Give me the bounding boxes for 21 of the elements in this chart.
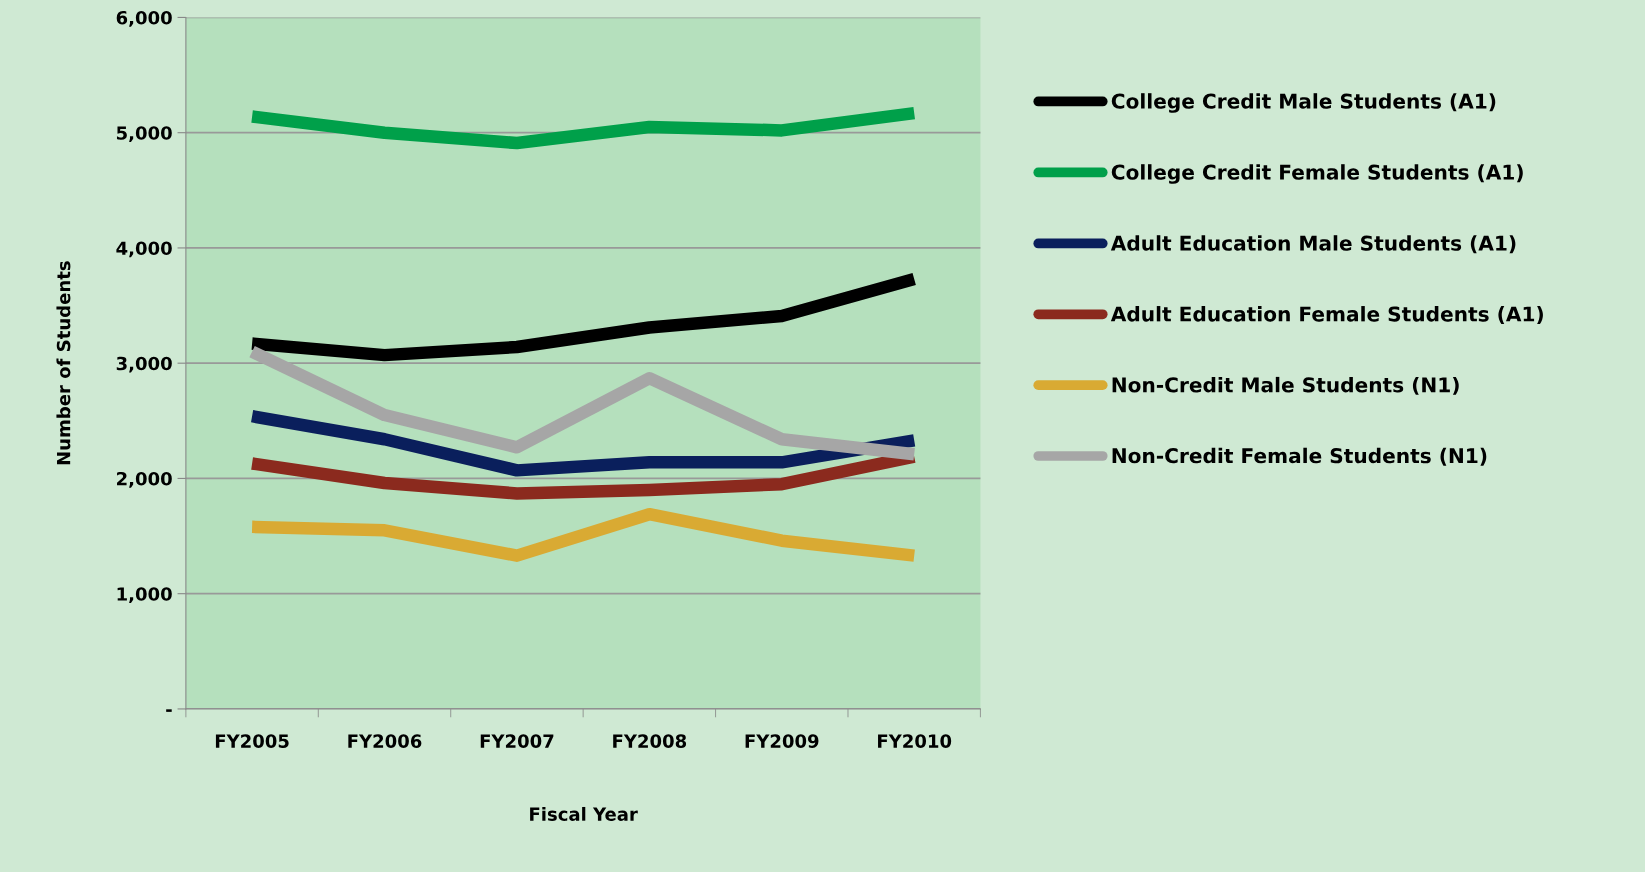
x-tick-label: FY2008 (613, 734, 687, 748)
y-tick-label: 3,000 (116, 356, 172, 373)
legend-label: College Credit Male Students (A1) (1111, 93, 1496, 113)
x-tick-label: FY2005 (215, 734, 289, 748)
y-tick-label: 4,000 (116, 241, 172, 258)
legend-label: Adult Education Male Students (A1) (1110, 235, 1516, 254)
y-tick-label: 1,000 (117, 587, 172, 604)
x-tick-label: FY2009 (745, 734, 819, 748)
legend-label: Non-Credit Female Students (N1) (1112, 447, 1487, 466)
legend-label: Adult Education Female Students (A1) (1110, 306, 1543, 324)
y-axis-title: Number of Students (56, 261, 71, 465)
x-tick-label: FY2006 (348, 734, 422, 748)
x-axis-title: Fiscal Year (530, 806, 638, 821)
y-tick-label: - (166, 709, 172, 712)
y-tick-label: 6,000 (116, 10, 172, 27)
legend-label: College Credit Female Students (A1) (1111, 164, 1523, 184)
x-tick-label: FY2007 (480, 734, 554, 748)
y-tick-label: 2,000 (117, 471, 172, 488)
x-tick-label: FY2010 (878, 734, 952, 748)
legend-label: Non-Credit Male Students (N1) (1112, 376, 1459, 395)
y-tick-label: 5,000 (116, 126, 172, 143)
